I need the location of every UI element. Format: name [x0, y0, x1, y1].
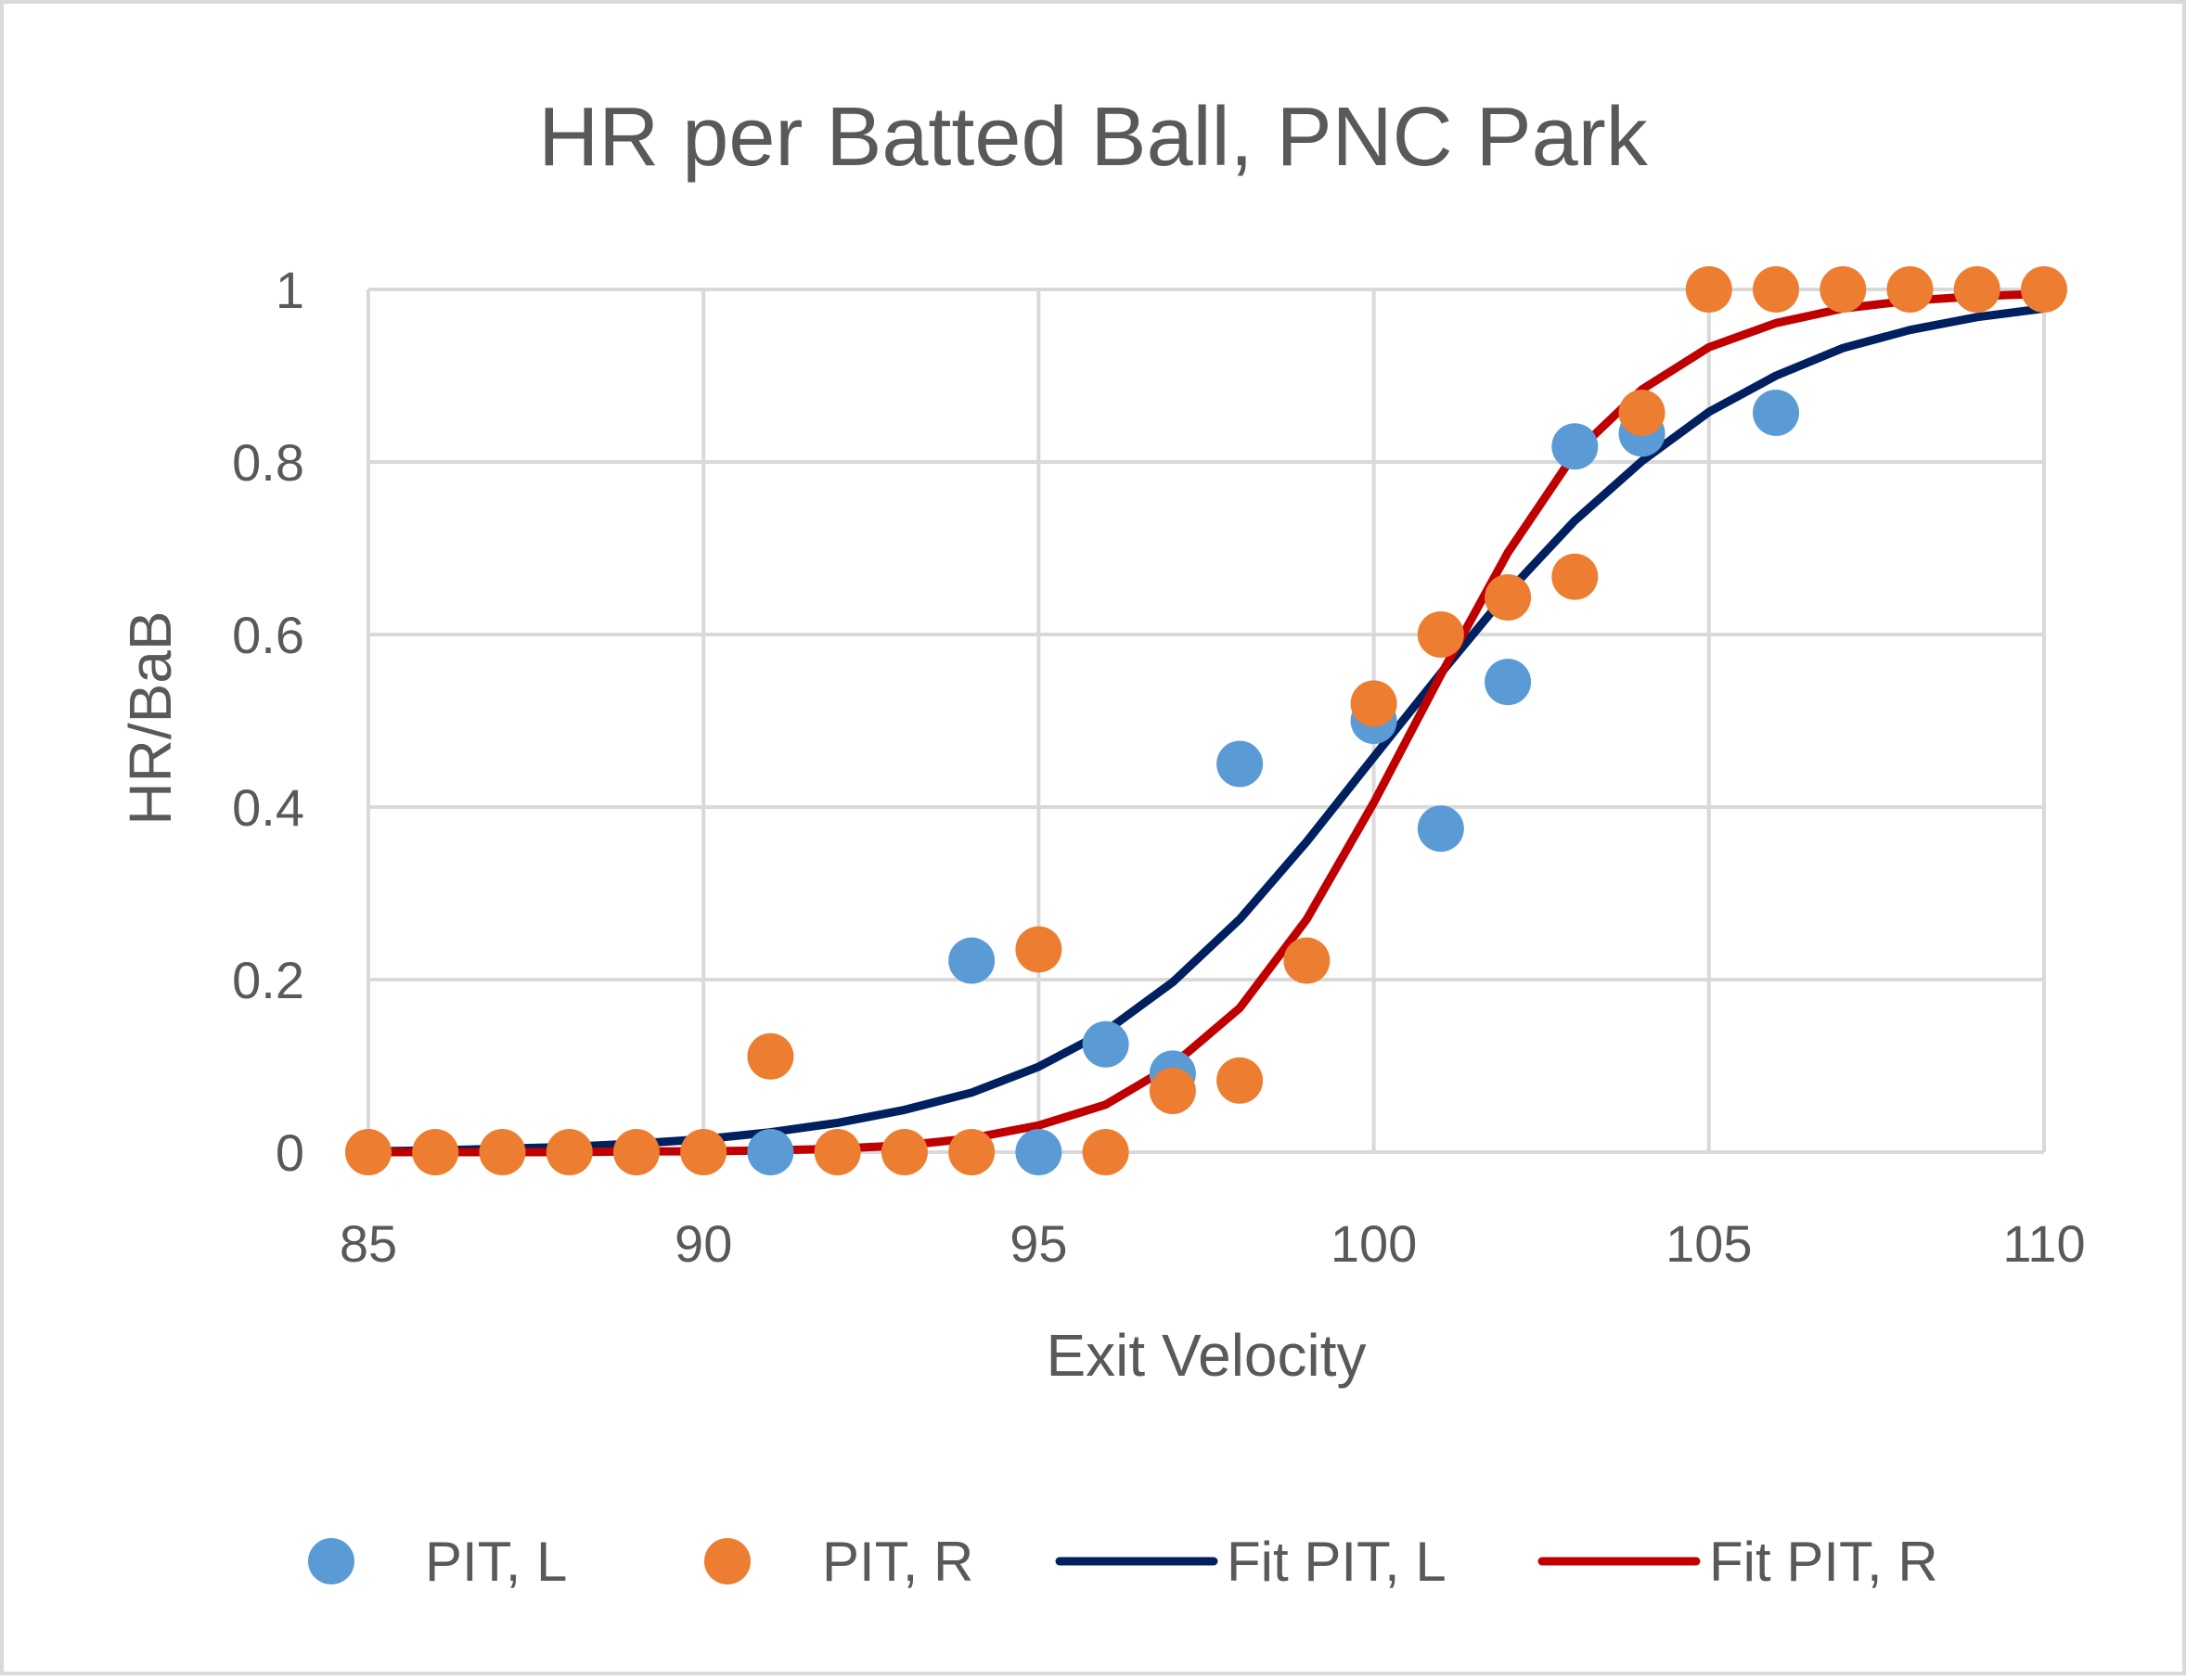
tick-labels: 85 90 95 100 105 110 0 0.2 0.4 0.6 0.8 1 — [232, 261, 2086, 1273]
scatter-point — [1015, 926, 1062, 973]
scatter-point — [814, 1129, 861, 1175]
scatter-point — [747, 1129, 794, 1175]
scatter-point — [948, 937, 996, 984]
scatter-point — [1149, 1067, 1196, 1114]
scatter-point — [1015, 1129, 1062, 1175]
scatter-point — [1417, 611, 1464, 658]
scatter-point — [1820, 266, 1867, 313]
x-tick-label: 110 — [2002, 1214, 2085, 1273]
legend-marker — [704, 1538, 751, 1584]
x-tick-label: 90 — [675, 1214, 732, 1273]
scatter-point — [1618, 389, 1665, 436]
legend-label: PIT, L — [425, 1531, 567, 1593]
y-tick-label: 0 — [276, 1123, 304, 1182]
x-tick-label: 105 — [1665, 1214, 1752, 1273]
scatter-point — [747, 1032, 794, 1080]
scatter-point — [1753, 266, 1800, 313]
y-tick-label: 0.6 — [232, 606, 304, 664]
x-axis-title: Exit Velocity — [1046, 1322, 1366, 1389]
scatter-point — [1753, 389, 1800, 436]
scatter-points — [345, 266, 2067, 1175]
legend-label: Fit PIT, L — [1227, 1531, 1447, 1593]
legend: PIT, L PIT, R Fit PIT, L Fit PIT, R — [308, 1531, 1938, 1593]
legend-marker — [308, 1538, 354, 1584]
scatter-point — [1886, 266, 1934, 313]
y-tick-label: 0.8 — [232, 433, 304, 492]
legend-label: Fit PIT, R — [1709, 1531, 1938, 1593]
scatter-point — [1082, 1020, 1129, 1068]
legend-label: PIT, R — [822, 1531, 973, 1593]
scatter-point — [2021, 266, 2067, 313]
scatter-point — [1082, 1129, 1129, 1175]
scatter-point — [948, 1129, 996, 1175]
x-tick-label: 95 — [1009, 1214, 1067, 1273]
scatter-point — [1283, 937, 1331, 984]
scatter-point — [1551, 553, 1599, 600]
scatter-point — [345, 1129, 392, 1175]
scatter-point — [1350, 680, 1397, 727]
scatter-point — [1216, 1057, 1264, 1104]
y-tick-label: 0.4 — [232, 778, 304, 837]
scatter-point — [680, 1129, 727, 1175]
scatter-point — [1551, 423, 1599, 470]
scatter-point — [546, 1129, 593, 1175]
scatter-point — [1216, 740, 1264, 788]
y-tick-label: 0.2 — [232, 951, 304, 1009]
y-axis-title: HR/BaB — [117, 610, 184, 825]
scatter-point — [412, 1129, 459, 1175]
y-tick-label: 1 — [276, 261, 304, 319]
scatter-point — [1953, 266, 2000, 313]
x-tick-label: 85 — [340, 1214, 397, 1273]
scatter-point — [1417, 805, 1464, 853]
scatter-point — [1485, 659, 1532, 706]
scatter-point — [1485, 574, 1532, 622]
scatter-point — [881, 1129, 928, 1175]
scatter-point — [612, 1129, 660, 1175]
scatter-point — [1685, 266, 1732, 313]
chart-title: HR per Batted Ball, PNC Park — [538, 91, 1648, 184]
scatter-point — [479, 1129, 526, 1175]
x-tick-label: 100 — [1331, 1214, 1417, 1273]
